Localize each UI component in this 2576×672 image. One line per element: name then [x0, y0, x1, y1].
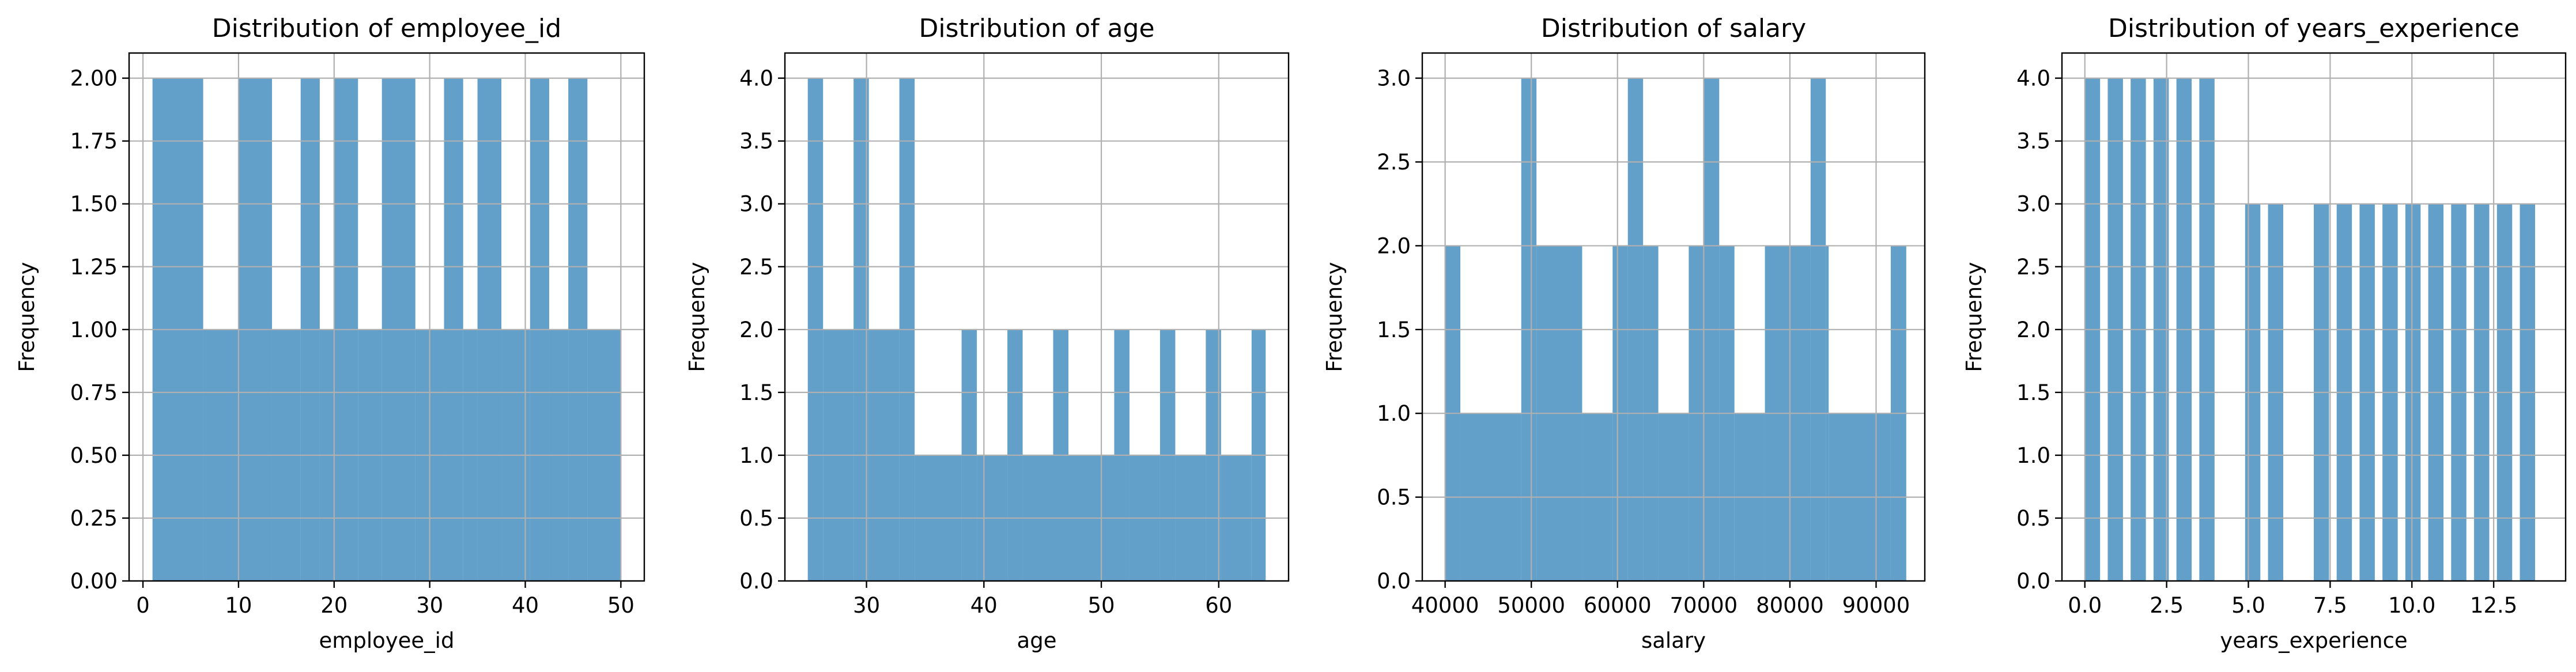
subplot-3: 0.0 0.5 1.0 1.5 2.0 2.5 3.0 40000 50000 60000 7000…	[1322, 14, 1926, 653]
y-tick-label: 1.5	[2016, 380, 2050, 405]
x-tick-label: 40000	[1411, 593, 1479, 618]
x-tick-label: 70000	[1670, 593, 1738, 618]
x-tick-label: 20	[320, 593, 348, 618]
x-tick-label: 0.0	[2068, 593, 2102, 618]
y-tick-label: 1.5	[1377, 318, 1411, 342]
y-axis-label: Frequency	[685, 262, 709, 372]
chart-title: Distribution of employee_id	[212, 14, 561, 43]
y-tick-label: 1.5	[739, 380, 773, 405]
x-tick-label: 10.0	[2388, 593, 2435, 618]
x-tick-label: 10	[225, 593, 252, 618]
x-tick-label: 90000	[1842, 593, 1910, 618]
y-tick-label: 0.5	[2016, 506, 2050, 531]
y-tick-label: 0.0	[739, 569, 773, 594]
x-tick-label: 50	[607, 593, 634, 618]
y-tick-label: 1.0	[1377, 401, 1411, 426]
x-tick-label: 2.5	[2150, 593, 2184, 618]
subplot-2: 0.0 0.5 1.0 1.5 2.0 2.5 3.0 3.5 4.0 30 40 50 60 Distr…	[685, 14, 1290, 653]
x-axis-label: years_experience	[2220, 628, 2407, 653]
y-tick-label: 1.50	[70, 192, 118, 217]
y-tick-label: 1.75	[70, 129, 118, 154]
subplot-4: 0.0 0.5 1.0 1.5 2.0 2.5 3.0 3.5 4.0 0.0 2.5 5.0 7.5 1…	[1962, 14, 2567, 653]
y-tick-label: 2.0	[1377, 233, 1411, 258]
chart-title: Distribution of age	[919, 14, 1154, 43]
y-tick-label: 2.5	[739, 255, 773, 280]
y-tick-label: 0.5	[1377, 485, 1411, 510]
x-tick-label: 80000	[1756, 593, 1824, 618]
y-tick-label: 0.00	[70, 569, 118, 594]
x-tick-label: 12.5	[2470, 593, 2517, 618]
x-tick-label: 60	[1205, 593, 1232, 618]
y-tick-label: 4.0	[739, 66, 773, 91]
axes-frame	[1421, 52, 1926, 582]
x-axis-label: age	[1017, 628, 1057, 653]
y-tick-label: 0.50	[70, 443, 118, 468]
y-tick-label: 2.5	[1377, 150, 1411, 175]
y-tick-label: 0.0	[2016, 569, 2050, 594]
y-tick-label: 0.75	[70, 380, 118, 405]
y-tick-label: 2.0	[739, 318, 773, 342]
y-tick-label: 4.0	[2016, 66, 2050, 91]
y-axis-label: Frequency	[1962, 262, 1986, 372]
y-tick-label: 1.25	[70, 255, 118, 280]
x-axis-label: employee_id	[319, 628, 455, 653]
axes-frame	[128, 52, 645, 582]
axes-frame	[784, 52, 1290, 582]
y-tick-label: 3.0	[2016, 192, 2050, 217]
chart-title: Distribution of salary	[1541, 14, 1806, 43]
x-axis-label: salary	[1641, 628, 1706, 653]
subplot-1: 0.00 0.25 0.50 0.75 1.00 1.25 1.50 1.75 2.00 0 10 2…	[14, 14, 645, 653]
y-tick-label: 2.5	[2016, 255, 2050, 280]
y-tick-label: 2.0	[2016, 318, 2050, 342]
x-tick-label: 40	[970, 593, 998, 618]
x-tick-label: 0	[136, 593, 150, 618]
y-axis-label: Frequency	[1322, 262, 1347, 372]
x-tick-label: 60000	[1584, 593, 1652, 618]
y-tick-label: 3.5	[739, 129, 773, 154]
y-tick-label: 0.25	[70, 506, 118, 531]
y-tick-label: 1.0	[2016, 443, 2050, 468]
y-tick-label: 3.0	[739, 192, 773, 217]
y-tick-label: 3.5	[2016, 129, 2050, 154]
y-tick-label: 0.5	[739, 506, 773, 531]
x-tick-label: 50000	[1497, 593, 1565, 618]
y-tick-label: 3.0	[1377, 66, 1411, 91]
y-tick-label: 0.0	[1377, 569, 1411, 594]
x-tick-label: 5.0	[2231, 593, 2265, 618]
x-tick-label: 7.5	[2313, 593, 2347, 618]
y-tick-label: 1.0	[739, 443, 773, 468]
y-axis-label: Frequency	[14, 262, 39, 372]
y-tick-label: 2.00	[70, 66, 118, 91]
x-tick-label: 40	[512, 593, 539, 618]
axes-frame	[2061, 52, 2567, 582]
y-tick-label: 1.00	[70, 318, 118, 342]
x-tick-label: 50	[1088, 593, 1115, 618]
x-tick-label: 30	[853, 593, 880, 618]
x-tick-label: 30	[416, 593, 443, 618]
chart-title: Distribution of years_experience	[2108, 14, 2520, 43]
